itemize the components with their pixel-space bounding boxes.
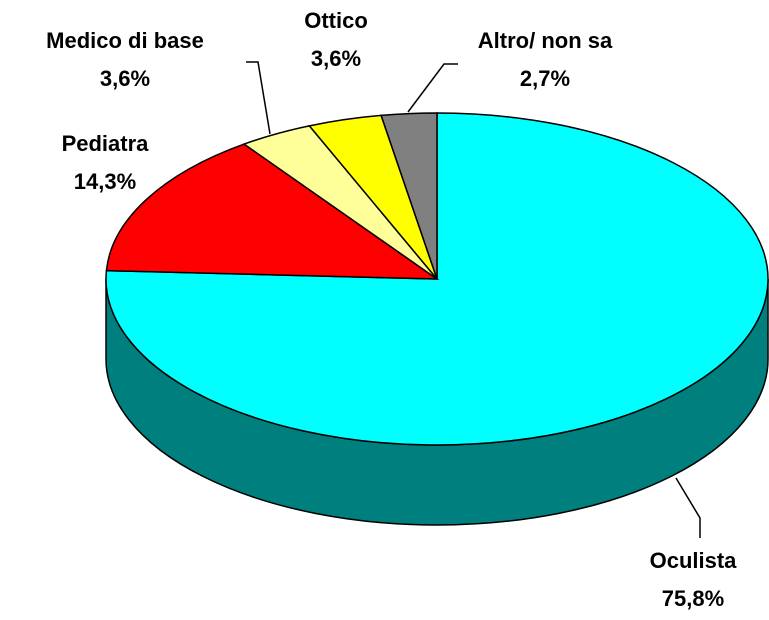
value-label: 14,3% bbox=[74, 169, 136, 194]
pie-slice bbox=[380, 112, 438, 280]
slice-label: Pediatra bbox=[62, 131, 150, 156]
slice-label: Altro/ non sa bbox=[478, 28, 613, 53]
labels: Oculista 75,8% Pediatra 14,3% Medico di base… bbox=[46, 8, 737, 611]
value-label: 75,8% bbox=[662, 586, 724, 611]
pie-slice bbox=[105, 112, 769, 446]
value-label: 2,7% bbox=[520, 66, 570, 91]
slice-label: Medico di base bbox=[46, 28, 204, 53]
slice-label: Ottico bbox=[304, 8, 368, 33]
pie-tops bbox=[105, 112, 769, 446]
leader-line bbox=[675, 477, 701, 538]
value-label: 3,6% bbox=[100, 66, 150, 91]
pie-slice bbox=[105, 143, 440, 280]
slice-label: Oculista bbox=[650, 548, 738, 573]
value-label: 3,6% bbox=[311, 46, 361, 71]
leader-line bbox=[246, 61, 271, 135]
leader-line bbox=[407, 63, 458, 113]
leader-lines bbox=[246, 61, 701, 538]
